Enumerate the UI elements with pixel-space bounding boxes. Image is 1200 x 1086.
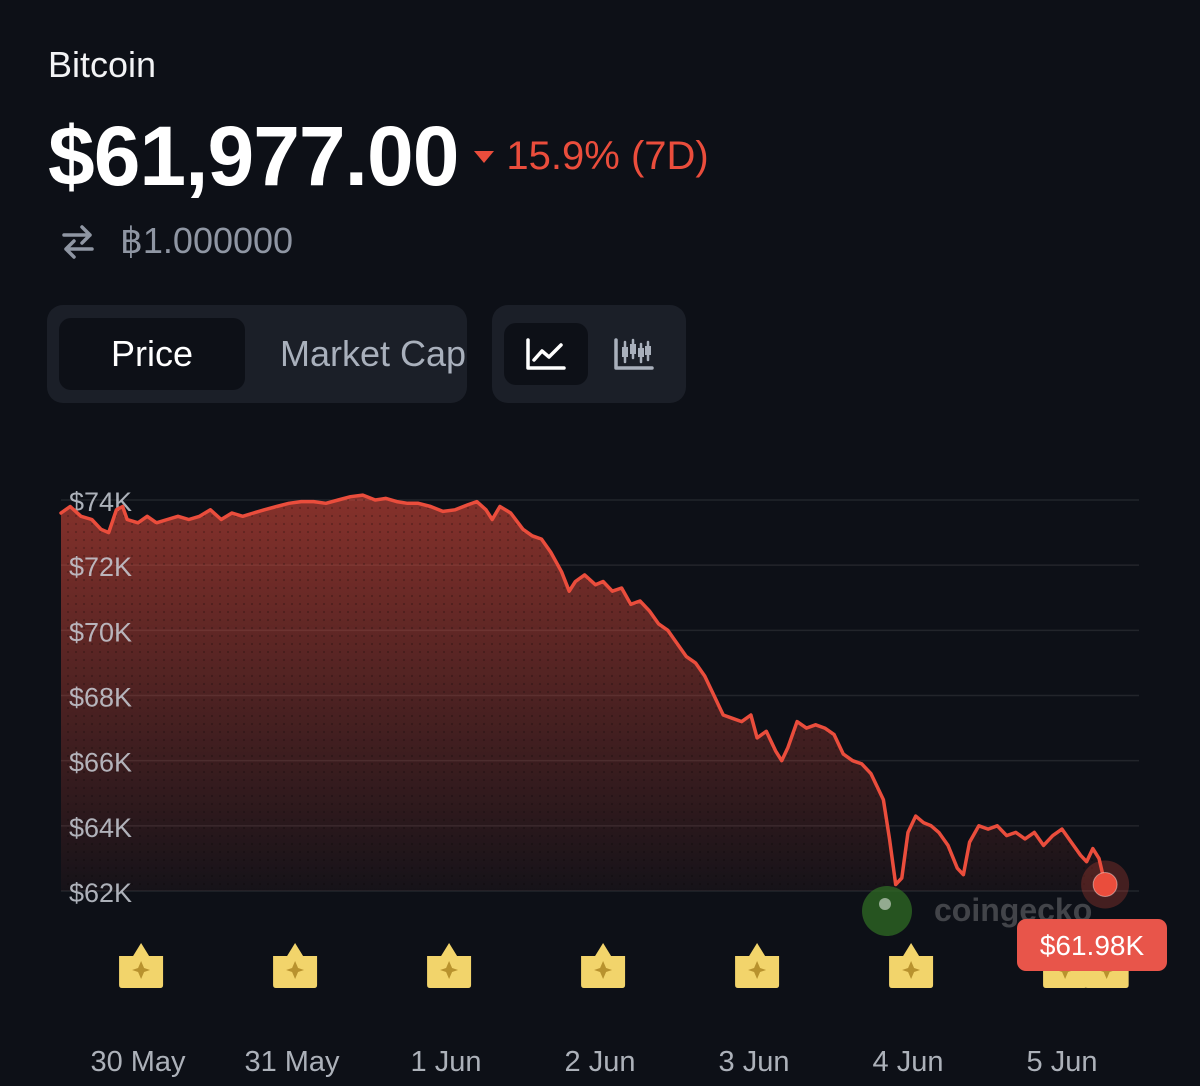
coingecko-logo-eye [879, 898, 891, 910]
event-marker-star [132, 961, 151, 979]
event-marker-icon [581, 943, 626, 988]
btc-conversion: ฿1.000000 [58, 220, 293, 262]
event-marker-star [748, 961, 767, 979]
chart-type-tabs: Price Market Cap [47, 305, 467, 403]
line-chart-button[interactable] [504, 323, 588, 385]
price-line [59, 493, 1107, 887]
price-change: 15.9% (7D) [474, 134, 709, 179]
y-tick-label: $66K [69, 748, 132, 778]
price-area-texture [61, 495, 1106, 891]
y-tick-label: $72K [69, 552, 132, 582]
y-tick-label: $62K [69, 878, 132, 908]
down-arrow-icon [474, 150, 495, 163]
candlestick-chart-icon [614, 338, 654, 370]
x-tick-label: 31 May [244, 1046, 340, 1078]
event-marker-icon [889, 943, 934, 988]
candlestick-chart-button[interactable] [592, 323, 676, 385]
event-marker-star [594, 961, 613, 979]
current-price-dot [1092, 871, 1118, 897]
current-price-label: $61.98K [1040, 930, 1145, 961]
event-marker-star [902, 961, 921, 979]
y-tick-label: $70K [69, 617, 132, 647]
tab-market-cap[interactable]: Market Cap [279, 333, 467, 374]
current-price-badge [1017, 919, 1167, 971]
y-tick-label: $64K [69, 813, 132, 843]
x-tick-label: 4 Jun [873, 1046, 944, 1078]
price-row: $61,977.00 15.9% (7D) [48, 108, 709, 205]
price-change-value: 15.9% (7D) [506, 134, 709, 178]
current-price: $61,977.00 [48, 109, 459, 203]
swap-arrows-icon[interactable] [58, 221, 98, 261]
btc-value: ฿1.000000 [120, 220, 294, 261]
event-marker-icon [119, 943, 164, 988]
x-tick-label: 1 Jun [411, 1046, 482, 1078]
y-tick-label: $68K [69, 683, 132, 713]
x-tick-label: 3 Jun [719, 1046, 790, 1078]
event-marker-icon [735, 943, 780, 988]
x-tick-label: 30 May [90, 1046, 186, 1078]
event-marker-icon [427, 943, 472, 988]
coingecko-watermark: coingecko [862, 886, 1092, 936]
x-tick-label: 5 Jun [1027, 1046, 1098, 1078]
event-marker-star [286, 961, 305, 979]
line-chart-icon [526, 338, 566, 370]
tab-price[interactable]: Price [59, 318, 245, 390]
event-marker-icon [273, 943, 318, 988]
y-tick-label: $74K [69, 487, 132, 517]
view-toggle [492, 305, 686, 403]
coin-name: Bitcoin [48, 44, 157, 85]
x-tick-label: 2 Jun [565, 1046, 636, 1078]
event-marker-star [440, 961, 459, 979]
coingecko-logo-icon [862, 886, 912, 936]
